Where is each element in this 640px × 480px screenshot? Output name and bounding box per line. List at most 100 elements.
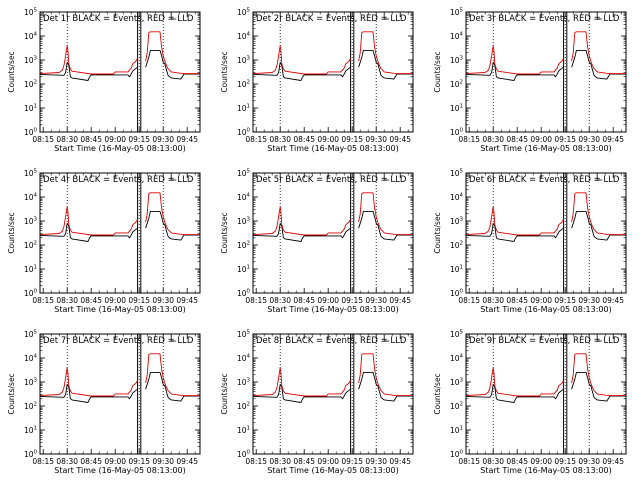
x-tick-label: 09:15 (554, 135, 576, 144)
x-tick-label: 09:15 (341, 457, 363, 466)
x-tick-label: 08:45 (80, 135, 102, 144)
x-tick-label: 09:30 (578, 135, 600, 144)
y-tick-label: 104 (450, 193, 464, 203)
chart-panel: Det 7r BLACK = Events, RED = LLD 100 101 10… (7, 330, 201, 475)
x-tick-label: 08:45 (293, 457, 315, 466)
y-tick-label: 105 (24, 8, 38, 18)
plot-frame (252, 11, 414, 133)
y-tick-label: 102 (450, 241, 463, 251)
x-tick-label: 08:45 (80, 296, 102, 305)
series-events-line (145, 371, 200, 402)
chart-panel: Det 3r BLACK = Events, RED = LLD 100 101 10… (433, 8, 627, 153)
plot-frame (39, 11, 201, 133)
y-tick-label: 100 (450, 128, 464, 138)
plot-frame (465, 333, 627, 455)
series-lld-line (358, 31, 413, 75)
x-axis-label: Start Time (16-May-05 08:13:00) (267, 466, 398, 475)
y-tick-label: 101 (24, 265, 37, 275)
series-lld-line (39, 367, 138, 397)
y-tick-label: 102 (237, 402, 250, 412)
x-tick-label: 09:45 (602, 457, 624, 466)
y-tick-label: 100 (24, 128, 38, 138)
series-lld-line (571, 31, 626, 75)
x-tick-label: 08:45 (506, 296, 528, 305)
y-tick-label: 100 (450, 450, 464, 460)
y-tick-label: 103 (24, 378, 38, 388)
panel-title: Det 3r BLACK = Events, RED = LLD (469, 14, 620, 24)
series-events-line (252, 222, 351, 242)
series-events-line (571, 49, 626, 80)
x-axis-label: Start Time (16-May-05 08:13:00) (54, 144, 185, 153)
x-tick-label: 08:30 (269, 457, 291, 466)
x-tick-label: 09:00 (317, 296, 339, 305)
series-events-line (39, 222, 138, 242)
y-tick-label: 104 (450, 32, 464, 42)
x-axis-label: Start Time (16-May-05 08:13:00) (480, 144, 611, 153)
y-axis-label: Counts/sec (433, 51, 442, 92)
x-tick-label: 08:15 (245, 296, 267, 305)
y-tick-label: 104 (450, 354, 464, 364)
x-tick-label: 08:45 (293, 296, 315, 305)
chart-panel: Det 8r BLACK = Events, RED = LLD 100 101 10… (220, 330, 414, 475)
x-tick-label: 08:30 (482, 457, 504, 466)
x-tick-label: 08:15 (458, 457, 480, 466)
x-tick-label: 08:15 (458, 135, 480, 144)
series-lld-line (252, 45, 351, 75)
series-lld-line (252, 206, 351, 236)
y-axis-label: Counts/sec (7, 373, 16, 414)
bracket-marker (383, 13, 390, 20)
series-events-line (358, 49, 413, 80)
plot-frame (252, 172, 414, 294)
chart-panel: Det 9r BLACK = Events, RED = LLD 100 101 10… (433, 330, 627, 475)
x-tick-label: 09:45 (389, 457, 411, 466)
bracket-marker (596, 13, 603, 20)
series-lld-line (465, 367, 564, 397)
x-tick-label: 09:15 (128, 135, 150, 144)
plot-frame (39, 333, 201, 455)
y-axis-label: Counts/sec (433, 373, 442, 414)
y-tick-label: 101 (24, 104, 37, 114)
y-tick-label: 101 (24, 426, 37, 436)
x-tick-label: 08:45 (293, 135, 315, 144)
y-tick-label: 105 (450, 8, 464, 18)
series-lld-line (145, 192, 200, 236)
y-tick-label: 103 (237, 56, 251, 66)
x-tick-label: 09:30 (152, 135, 174, 144)
y-tick-label: 100 (237, 289, 251, 299)
x-tick-label: 09:00 (317, 457, 339, 466)
x-tick-label: 09:15 (341, 135, 363, 144)
series-lld-line (39, 45, 138, 75)
x-tick-label: 08:15 (32, 296, 54, 305)
series-events-line (571, 210, 626, 241)
x-axis-label: Start Time (16-May-05 08:13:00) (54, 305, 185, 314)
x-tick-label: 09:15 (554, 296, 576, 305)
y-tick-label: 102 (237, 241, 250, 251)
y-tick-label: 101 (237, 426, 250, 436)
panel-title: Det 7r BLACK = Events, RED = LLD (43, 336, 194, 346)
series-events-line (252, 61, 351, 81)
x-axis-label: Start Time (16-May-05 08:13:00) (480, 305, 611, 314)
y-tick-label: 103 (450, 217, 464, 227)
y-axis-label: Counts/sec (7, 51, 16, 92)
x-axis-label: Start Time (16-May-05 08:13:00) (480, 466, 611, 475)
x-tick-label: 09:30 (365, 457, 387, 466)
plot-frame (465, 172, 627, 294)
x-tick-label: 09:45 (176, 457, 198, 466)
y-axis-label: Counts/sec (7, 212, 16, 253)
y-tick-label: 104 (237, 193, 251, 203)
y-tick-label: 102 (237, 80, 250, 90)
chart-panel: Det 6r BLACK = Events, RED = LLD 100 101 10… (433, 169, 627, 314)
y-axis-label: Counts/sec (433, 212, 442, 253)
y-tick-label: 101 (237, 104, 250, 114)
x-tick-label: 09:00 (530, 296, 552, 305)
x-axis-label: Start Time (16-May-05 08:13:00) (267, 305, 398, 314)
series-events-line (465, 61, 564, 81)
chart-panel: Det 4r BLACK = Events, RED = LLD 100 101 10… (7, 169, 201, 314)
panel-title: Det 1r BLACK = Events, RED = LLD (43, 14, 194, 24)
y-tick-label: 103 (450, 56, 464, 66)
series-lld-line (465, 206, 564, 236)
y-tick-label: 102 (450, 402, 463, 412)
x-tick-label: 09:00 (317, 135, 339, 144)
x-tick-label: 08:30 (269, 135, 291, 144)
